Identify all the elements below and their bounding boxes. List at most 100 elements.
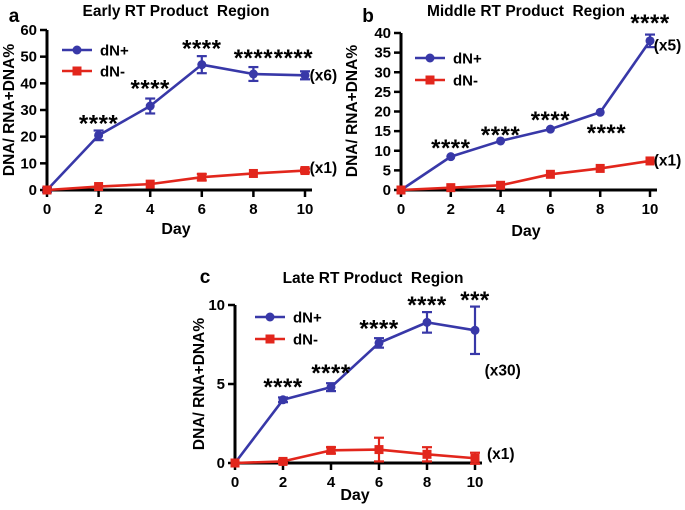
- y-tick-label: 60: [20, 22, 37, 39]
- y-tick-label: 25: [374, 84, 391, 101]
- data-point-square: [94, 182, 104, 192]
- legend-marker-circle: [425, 53, 435, 63]
- data-point-square: [496, 180, 506, 190]
- y-tick-label: 20: [20, 129, 37, 146]
- y-tick-label: 20: [374, 104, 391, 121]
- data-point-square: [374, 445, 384, 455]
- legend-marker-square: [425, 75, 435, 85]
- x-tick-label: 10: [467, 474, 484, 491]
- scale-label-dN+: (x30): [485, 362, 521, 379]
- x-tick-label: 6: [546, 201, 554, 218]
- y-tick-label: 0: [217, 455, 225, 472]
- legend-label-dN+: dN+: [100, 43, 129, 60]
- y-axis-label: DNA/ RNA+DNA%: [1, 44, 18, 176]
- x-tick-label: 4: [146, 201, 155, 218]
- legend-label-dN+: dN+: [293, 310, 322, 327]
- y-tick-label: 15: [374, 123, 391, 140]
- data-point-circle: [595, 107, 605, 117]
- data-point-circle: [446, 152, 456, 162]
- data-point-circle: [326, 382, 336, 392]
- significance-annotation: ****: [182, 36, 222, 63]
- legend-label-dN-: dN-: [453, 73, 478, 90]
- data-point-square: [422, 449, 432, 459]
- y-tick-label: 40: [20, 75, 37, 92]
- data-point-square: [145, 179, 155, 189]
- data-point-circle: [545, 124, 555, 134]
- legend-marker-circle: [72, 45, 82, 55]
- panel-a-early-rt: a Early RT Product Region DNA/ RNA+DNA% Day…: [0, 0, 342, 252]
- y-tick-label: 10: [20, 155, 37, 172]
- x-tick-label: 2: [447, 201, 455, 218]
- y-tick-label: 5: [217, 376, 225, 393]
- data-point-square: [446, 183, 456, 193]
- data-point-circle: [470, 325, 480, 335]
- series-line-dN-: [400, 159, 651, 192]
- legend-label-dN-: dN-: [293, 332, 318, 349]
- y-axis-label: DNA/ RNA+DNA%: [344, 45, 361, 177]
- x-tick-label: 8: [249, 201, 257, 218]
- series-line-dN-: [46, 169, 306, 192]
- data-point-square: [545, 169, 555, 179]
- scale-label-dN+: (x5): [654, 38, 682, 55]
- y-tick-label: 30: [20, 102, 37, 119]
- significance-annotation: ****: [263, 374, 303, 401]
- significance-annotation: ****: [274, 45, 314, 72]
- legend-label-dN+: dN+: [453, 51, 482, 68]
- data-point-square: [278, 456, 288, 466]
- data-point-square: [300, 166, 310, 176]
- chart-title: Middle RT Product Region: [427, 3, 625, 20]
- series-line-dN-: [234, 448, 476, 465]
- panel-b-middle-rt: b Middle RT Product Region DNA/ RNA+DNA% Da…: [343, 0, 685, 252]
- data-point-circle: [197, 60, 207, 70]
- scale-label-dN-: (x1): [654, 153, 682, 170]
- data-point-square: [42, 185, 52, 195]
- significance-annotation: ****: [587, 120, 627, 147]
- x-axis-label: Day: [340, 487, 369, 504]
- chart-title: Early RT Product Region: [83, 3, 270, 20]
- data-point-circle: [422, 317, 432, 327]
- data-point-square: [230, 458, 240, 468]
- x-tick-label: 10: [642, 201, 659, 218]
- x-tick-label: 6: [375, 474, 383, 491]
- significance-annotation: ****: [630, 10, 670, 37]
- y-axis-label: DNA/ RNA+DNA%: [191, 318, 208, 450]
- y-tick-label: 10: [208, 297, 225, 314]
- x-tick-label: 0: [397, 201, 405, 218]
- data-point-square: [645, 156, 655, 166]
- data-point-circle: [374, 338, 384, 348]
- significance-annotation: ****: [311, 360, 351, 387]
- data-point-square: [470, 453, 480, 463]
- significance-annotation: ***: [460, 287, 490, 314]
- y-tick-label: 30: [374, 64, 391, 81]
- panel-letter: c: [200, 267, 211, 288]
- data-point-circle: [94, 130, 104, 140]
- x-axis-label: Day: [511, 223, 540, 240]
- y-tick-label: 5: [383, 162, 391, 179]
- x-tick-label: 4: [496, 201, 505, 218]
- significance-annotation: ****: [131, 76, 171, 103]
- x-tick-label: 4: [327, 474, 336, 491]
- significance-annotation: ****: [79, 110, 119, 137]
- x-tick-label: 2: [279, 474, 287, 491]
- y-tick-label: 40: [374, 25, 391, 42]
- legend-marker-square: [72, 66, 82, 76]
- legend-label-dN-: dN-: [100, 64, 125, 81]
- y-tick-label: 0: [383, 182, 391, 199]
- y-tick-label: 35: [374, 45, 391, 62]
- legend-marker-square: [265, 334, 275, 344]
- chart-title: Late RT Product Region: [283, 270, 464, 287]
- x-tick-label: 6: [198, 201, 206, 218]
- y-tick-label: 50: [20, 49, 37, 66]
- significance-annotation: ****: [407, 292, 447, 319]
- series-line-dN+: [233, 321, 476, 464]
- x-tick-label: 8: [596, 201, 604, 218]
- chart-panel-b: b Middle RT Product Region DNA/ RNA+DNA% Da…: [344, 3, 682, 240]
- x-tick-label: 8: [423, 474, 431, 491]
- data-point-square: [595, 163, 605, 173]
- x-tick-label: 2: [94, 201, 102, 218]
- significance-annotation: ****: [481, 122, 521, 149]
- y-tick-label: 10: [374, 143, 391, 160]
- significance-annotation: ****: [431, 135, 471, 162]
- significance-annotation: ****: [234, 45, 274, 72]
- chart-panel-c: c Late RT Product Region DNA/ RNA+DNA% Day 0…: [191, 267, 521, 504]
